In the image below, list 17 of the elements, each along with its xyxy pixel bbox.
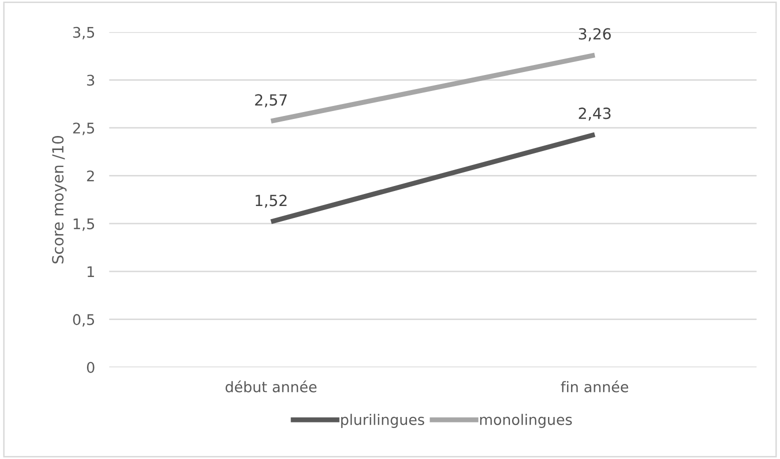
y-tick-label: 1	[88, 266, 94, 278]
x-tick-label: fin année	[560, 380, 628, 392]
data-label: 2,43	[578, 108, 611, 121]
data-label: 1,52	[256, 194, 287, 208]
legend-label: plurilingues	[341, 414, 424, 428]
data-label: 3,26	[578, 28, 611, 42]
y-tick-label: 0	[86, 362, 94, 373]
y-axis-title: Score moyen /10	[52, 136, 67, 264]
y-tick-label: 2	[87, 170, 94, 182]
y-tick-label: 2,5	[73, 122, 94, 136]
y-tick-label: 3,5	[73, 26, 94, 40]
data-label: 2,57	[255, 94, 287, 108]
y-tick-label: 1,5	[74, 218, 94, 231]
y-tick-label: 0,5	[73, 314, 94, 327]
legend-label: monolingues	[480, 414, 572, 428]
y-tick-label: 3	[87, 74, 94, 86]
x-tick-label: début année	[226, 380, 316, 392]
